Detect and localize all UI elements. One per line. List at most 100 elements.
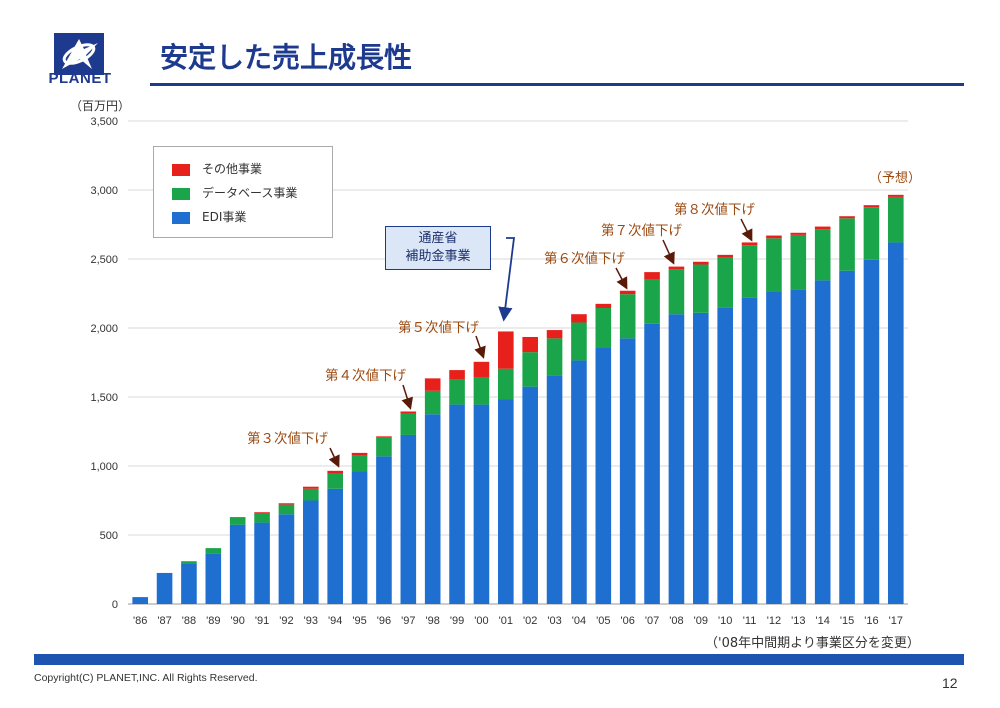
x-tick-label: '86 bbox=[133, 615, 147, 627]
x-tick-label: '88 bbox=[182, 615, 196, 627]
x-tick-label: '03 bbox=[547, 615, 561, 627]
bar-segment-database bbox=[424, 390, 441, 415]
bar-segment-database bbox=[229, 517, 246, 525]
y-tick-label: 3,500 bbox=[90, 116, 118, 128]
title-rule bbox=[150, 83, 964, 86]
bar-segment-other bbox=[863, 205, 880, 208]
arrow-cut5 bbox=[474, 335, 486, 359]
y-unit-label: （百万円） bbox=[70, 99, 131, 113]
bar-segment-database bbox=[351, 455, 368, 472]
x-tick-label: '99 bbox=[450, 615, 464, 627]
bar-segment-database bbox=[766, 238, 782, 292]
arrow-cut3 bbox=[328, 447, 340, 468]
y-tick-label: 500 bbox=[100, 530, 118, 542]
x-tick-label: '97 bbox=[401, 615, 415, 627]
bar-segment-database bbox=[717, 257, 733, 308]
bar-segment-edi bbox=[814, 280, 831, 604]
legend-item-edi: EDI事業 bbox=[172, 208, 246, 225]
bar-segment-edi bbox=[546, 375, 563, 604]
bar-segment-database bbox=[839, 218, 855, 271]
x-tick-label: '17 bbox=[889, 615, 903, 627]
bar-segment-other bbox=[376, 436, 392, 438]
bar-segment-other bbox=[424, 378, 441, 391]
bar-segment-edi bbox=[400, 434, 417, 604]
planet-logo bbox=[54, 33, 104, 75]
bar-segment-other bbox=[473, 361, 490, 377]
bar-segment-other bbox=[327, 470, 343, 474]
forecast-label: （予想） bbox=[869, 171, 922, 186]
arrow-cut4 bbox=[401, 384, 413, 410]
bar-segment-database bbox=[449, 379, 465, 405]
subsidy-callout-box: 通産省 補助金事業 bbox=[385, 226, 491, 270]
bar-segment-database bbox=[693, 264, 709, 313]
y-tick-label: 0 bbox=[112, 599, 118, 611]
x-tick-label: '16 bbox=[864, 615, 878, 627]
x-tick-label: '02 bbox=[523, 615, 537, 627]
bar-segment-other bbox=[278, 503, 295, 505]
logo-text: PLANET bbox=[48, 70, 112, 87]
x-tick-label: '08 bbox=[669, 615, 683, 627]
segment-change-note: （'08年中間期より事業区分を変更） bbox=[705, 636, 920, 651]
bar-segment-other bbox=[839, 216, 855, 219]
callout-cut7: 第７次値下げ bbox=[601, 223, 682, 239]
bar-segment-other bbox=[668, 266, 685, 270]
bar-segment-edi bbox=[229, 524, 246, 604]
x-tick-label: '95 bbox=[352, 615, 366, 627]
bar-segment-database bbox=[814, 229, 831, 281]
x-tick-label: '98 bbox=[426, 615, 440, 627]
bar-segment-other bbox=[571, 314, 587, 323]
page-title: 安定した売上成長性 bbox=[160, 41, 413, 74]
bar-segment-database bbox=[595, 307, 612, 349]
bar-segment-database bbox=[741, 245, 758, 298]
arrow-subsidy bbox=[498, 237, 516, 322]
bar-segment-edi bbox=[303, 500, 319, 604]
bar-segment-edi bbox=[498, 399, 514, 604]
arrow-cut6 bbox=[615, 267, 628, 290]
bar-segment-other bbox=[717, 254, 733, 258]
y-tick-label: 1,000 bbox=[90, 461, 118, 473]
x-tick-label: '11 bbox=[743, 615, 757, 627]
callout-cut6: 第６次値下げ bbox=[544, 251, 625, 267]
bar-segment-other bbox=[766, 235, 782, 239]
legend-swatch-other bbox=[172, 163, 190, 176]
legend-item-database: データベース事業 bbox=[172, 184, 297, 201]
bar-segment-other bbox=[400, 411, 417, 414]
bar-segment-edi bbox=[351, 471, 368, 604]
subsidy-line-1: 通産省 bbox=[418, 231, 458, 246]
x-axis: '86 '87 '88 '89 '90 '91 '92 '93 '94 '95 '96 '97 '98 '… bbox=[133, 615, 903, 627]
legend-swatch-database bbox=[172, 187, 190, 200]
bar-segment-database bbox=[278, 504, 295, 515]
bar-segment-edi bbox=[376, 456, 392, 604]
bar-segment-edi bbox=[839, 270, 855, 604]
bar-segment-database bbox=[181, 561, 197, 564]
bar-segment-other bbox=[790, 232, 807, 235]
bar-segment-edi bbox=[181, 563, 197, 604]
x-tick-label: '12 bbox=[767, 615, 781, 627]
bar-segment-edi bbox=[424, 414, 441, 604]
arrow-cut8 bbox=[740, 218, 753, 242]
bar-segment-other bbox=[498, 331, 514, 369]
x-tick-label: '05 bbox=[596, 615, 610, 627]
callout-arrows bbox=[328, 218, 753, 468]
x-tick-label: '01 bbox=[499, 615, 513, 627]
y-tick-label: 1,500 bbox=[90, 392, 118, 404]
callout-cut8: 第８次値下げ bbox=[674, 202, 755, 218]
bar-segment-other bbox=[254, 512, 270, 514]
x-tick-label: '93 bbox=[304, 615, 318, 627]
bar-segment-other bbox=[644, 272, 660, 280]
bar-segment-database bbox=[400, 413, 417, 435]
subsidy-line-2: 補助金事業 bbox=[405, 249, 471, 264]
bar-segment-database bbox=[498, 368, 514, 400]
x-tick-label: '96 bbox=[377, 615, 391, 627]
bars bbox=[132, 194, 904, 604]
callout-cut5: 第５次値下げ bbox=[398, 320, 479, 336]
x-tick-label: '06 bbox=[621, 615, 635, 627]
bar-segment-database bbox=[546, 338, 563, 376]
y-tick-label: 2,000 bbox=[90, 323, 118, 335]
x-tick-label: '15 bbox=[840, 615, 854, 627]
x-tick-label: '00 bbox=[474, 615, 488, 627]
bar-segment-edi bbox=[278, 514, 295, 604]
callout-cut4: 第４次値下げ bbox=[325, 368, 406, 384]
bar-segment-database bbox=[668, 269, 685, 315]
